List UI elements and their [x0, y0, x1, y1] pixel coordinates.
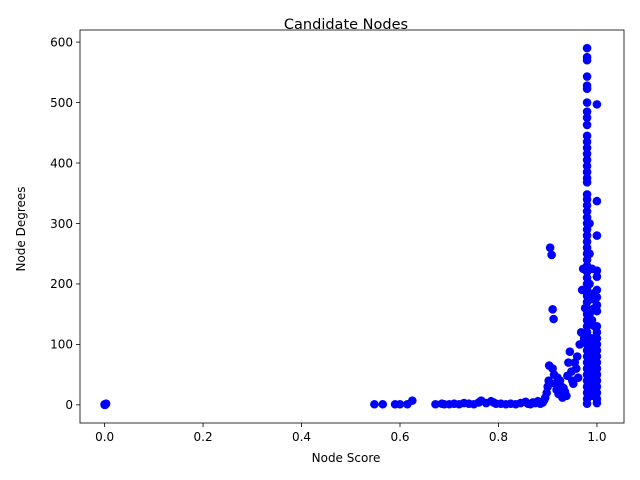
data-point: [582, 155, 592, 165]
data-point: [575, 340, 584, 349]
data-point: [571, 364, 581, 373]
data-point: [582, 161, 592, 171]
y-tick-label: 200: [50, 277, 73, 291]
data-point: [592, 334, 602, 343]
data-point: [585, 279, 594, 289]
data-point: [582, 352, 592, 361]
data-point: [431, 399, 440, 409]
data-point: [370, 399, 379, 409]
data-point: [582, 72, 592, 81]
data-point: [582, 149, 592, 159]
data-point: [582, 107, 592, 116]
x-tick-label: 1.0: [587, 430, 606, 444]
data-point: [592, 388, 602, 398]
data-point: [408, 396, 417, 405]
data-point: [592, 300, 602, 310]
data-point: [582, 321, 592, 331]
x-tick-label: 0.8: [489, 430, 508, 444]
data-point: [592, 340, 602, 349]
data-point: [582, 201, 592, 210]
data-point: [565, 347, 575, 356]
data-point: [582, 120, 592, 130]
data-point: [564, 358, 573, 367]
data-point: [592, 306, 602, 316]
x-axis: 0.0 0.2 0.4 0.6 0.8 1.0: [95, 423, 606, 444]
y-tick-label: 600: [50, 35, 73, 49]
chart-title: Candidate Nodes: [284, 17, 408, 33]
data-point: [548, 305, 557, 314]
data-point: [585, 249, 594, 259]
data-point: [572, 352, 582, 361]
data-point: [100, 399, 109, 409]
data-point: [582, 328, 592, 337]
data-point: [582, 131, 592, 141]
x-axis-label: Node Score: [312, 451, 381, 465]
y-tick-label: 300: [50, 217, 73, 231]
data-point: [592, 196, 602, 206]
data-point: [592, 328, 602, 337]
y-tick-label: 400: [50, 156, 73, 170]
data-point: [592, 321, 602, 331]
data-point: [378, 399, 388, 409]
y-axis-label: Node Degrees: [14, 186, 28, 271]
x-tick-label: 0.6: [390, 430, 409, 444]
data-point: [547, 250, 556, 260]
data-point: [582, 84, 592, 93]
data-point: [582, 113, 592, 122]
plot-frame: [79, 29, 625, 424]
y-tick-label: 0: [65, 398, 73, 412]
data-point: [592, 346, 602, 355]
data-point: [592, 382, 602, 392]
data-point: [582, 207, 592, 216]
x-tick-label: 0.4: [292, 430, 311, 444]
data-point: [585, 219, 594, 228]
x-tick-label: 0.0: [95, 430, 114, 444]
y-tick-label: 100: [50, 338, 73, 352]
data-point: [582, 143, 592, 153]
data-point: [582, 43, 592, 53]
data-point: [592, 100, 602, 109]
data-point: [592, 398, 602, 408]
data-point: [562, 391, 571, 401]
data-point: [545, 243, 555, 252]
y-axis: 0 100 200 300 400 500 600: [50, 35, 80, 412]
data-point: [592, 231, 602, 240]
data-point: [592, 376, 602, 385]
data-point: [582, 137, 592, 147]
data-point: [592, 285, 602, 295]
data-point: [592, 352, 602, 361]
data-point: [582, 178, 592, 187]
data-point: [582, 231, 592, 240]
y-tick-label: 500: [50, 96, 73, 110]
data-point: [549, 314, 558, 324]
x-tick-label: 0.2: [194, 430, 213, 444]
data-point: [395, 399, 405, 409]
data-point: [544, 376, 553, 385]
data-point: [582, 167, 592, 177]
data-point: [582, 98, 592, 107]
data-point: [582, 399, 592, 408]
data-point: [568, 379, 578, 389]
data-point: [592, 370, 602, 379]
data-point: [573, 373, 583, 382]
data-point: [592, 358, 602, 367]
data-point: [592, 364, 602, 373]
data-point: [592, 266, 602, 275]
points-layer: [100, 43, 602, 410]
data-point: [582, 237, 592, 246]
data-point: [592, 292, 602, 302]
data-point: [582, 194, 592, 204]
data-point: [582, 55, 592, 65]
data-point: [592, 272, 602, 281]
